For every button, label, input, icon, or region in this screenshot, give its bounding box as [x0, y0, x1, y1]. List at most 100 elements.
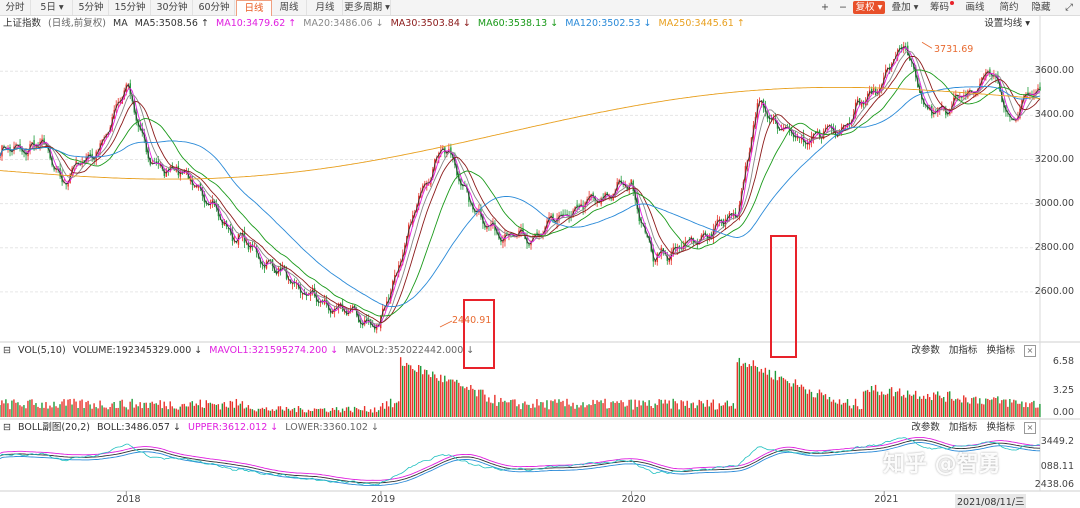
expand-icon[interactable]: ⤢	[1065, 2, 1073, 13]
period-tab-3[interactable]: 15分钟	[110, 0, 151, 15]
candle-body	[488, 225, 490, 227]
candle-body	[454, 155, 456, 166]
volume-bar	[67, 399, 69, 417]
y-tick-label: 3200.00	[1034, 153, 1074, 165]
chips-button[interactable]: 筹码	[928, 1, 956, 14]
volume-bar	[393, 403, 396, 417]
volume-bar	[666, 403, 668, 417]
volume-bar	[744, 362, 747, 417]
period-tab-9[interactable]: 更多周期 ▾	[344, 0, 391, 15]
candle-body	[163, 170, 166, 176]
candle-body	[542, 233, 544, 235]
candle-body	[468, 191, 470, 202]
hide-button[interactable]: 隐藏	[1031, 2, 1051, 13]
candle-body	[828, 124, 831, 126]
volume-bar	[668, 400, 670, 417]
overlay-button[interactable]: 叠加 ▾	[891, 2, 919, 13]
candle-body	[45, 144, 47, 146]
candle-body	[544, 227, 546, 235]
volume-bar	[281, 409, 284, 417]
volume-bar	[710, 402, 712, 417]
vol-collapse-icon[interactable]: ⊟	[3, 345, 11, 356]
volume-bar	[963, 395, 965, 417]
period-tab-6[interactable]: 日线	[236, 0, 272, 16]
candle-body	[279, 268, 282, 271]
zoom-out-button[interactable]: −	[839, 2, 847, 13]
volume-bar	[478, 389, 480, 417]
candle-body	[430, 179, 432, 185]
volume-bar	[592, 399, 594, 417]
volume-bar	[890, 387, 893, 417]
candle-body	[353, 305, 356, 308]
volume-bar	[145, 402, 147, 417]
volume-bar	[884, 394, 887, 417]
draw-line-button[interactable]: 画线	[965, 2, 985, 13]
vol-close-icon[interactable]: ×	[1024, 344, 1036, 357]
candle-body	[550, 215, 552, 218]
volume-bar	[438, 380, 440, 417]
candle-body	[394, 275, 396, 283]
volume-bar	[263, 409, 266, 417]
period-tab-2[interactable]: 5分钟	[74, 0, 109, 15]
volume-bar	[704, 406, 706, 417]
period-tab-0[interactable]: 分时	[0, 0, 31, 15]
volume-bar	[796, 384, 799, 417]
candle-body	[778, 129, 781, 131]
boll-close-icon[interactable]: ×	[1024, 421, 1036, 434]
boll-collapse-icon[interactable]: ⊟	[3, 422, 11, 433]
candle-body	[412, 215, 414, 226]
volume-bar	[313, 408, 316, 417]
period-tab-5[interactable]: 60分钟	[194, 0, 235, 15]
volume-bar	[628, 399, 630, 417]
period-tab-4[interactable]: 30分钟	[152, 0, 193, 15]
candle-body	[794, 136, 797, 138]
period-tab-1[interactable]: 5日 ▾	[32, 0, 73, 15]
volume-bar	[27, 400, 29, 417]
candle-body	[720, 220, 723, 222]
candle-body	[227, 228, 230, 229]
boll-legend: ⊟ BOLL副图(20,2) BOLL:3486.057 ↓ UPPER:361…	[0, 421, 383, 435]
candle-body	[450, 147, 452, 155]
boll-add-indicator-button[interactable]: 加指标	[948, 422, 978, 433]
volume-bar	[826, 399, 829, 417]
ma30-value: MA30:3503.84 ↓	[390, 18, 471, 29]
ma-settings-button[interactable]: 设置均线 ▾	[984, 18, 1030, 29]
candle-body	[1011, 118, 1013, 120]
volume-bar	[470, 384, 472, 417]
candle-body	[808, 142, 811, 146]
volume-bar	[770, 377, 773, 417]
ma5-line	[0, 46, 1041, 329]
zoom-in-button[interactable]: +	[821, 2, 829, 13]
fuquan-button[interactable]: 复权 ▾	[853, 1, 885, 14]
boll-change-param-button[interactable]: 改参数	[911, 422, 940, 433]
candle-body	[215, 203, 218, 208]
volume-bar	[924, 398, 927, 417]
candle-body	[752, 125, 755, 138]
candle-body	[929, 107, 931, 110]
candle-body	[866, 93, 869, 103]
volume-bar	[113, 401, 115, 417]
volume-bar	[213, 404, 216, 417]
candle-body	[580, 203, 582, 206]
volume-bar	[959, 399, 961, 417]
volume-bar	[706, 399, 708, 417]
simple-mode-button[interactable]: 简约	[999, 2, 1019, 13]
volume-bar	[181, 404, 183, 417]
volume-bar	[656, 405, 658, 417]
volume-bar	[189, 402, 191, 417]
period-tab-8[interactable]: 月线	[308, 0, 343, 15]
candle-body	[303, 292, 306, 295]
volume-bar	[610, 402, 612, 417]
period-tab-7[interactable]: 周线	[272, 0, 307, 15]
boll-switch-indicator-button[interactable]: 换指标	[986, 422, 1015, 433]
candle-body	[654, 260, 656, 263]
vol-switch-indicator-button[interactable]: 换指标	[986, 345, 1015, 356]
candle-body	[380, 315, 382, 329]
vol-change-param-button[interactable]: 改参数	[911, 345, 940, 356]
vol-add-indicator-button[interactable]: 加指标	[948, 345, 978, 356]
candle-body	[596, 201, 598, 203]
volume-bar	[93, 403, 95, 417]
candle-body	[23, 150, 25, 153]
candle-body	[47, 146, 49, 149]
volume-bar	[926, 393, 929, 417]
